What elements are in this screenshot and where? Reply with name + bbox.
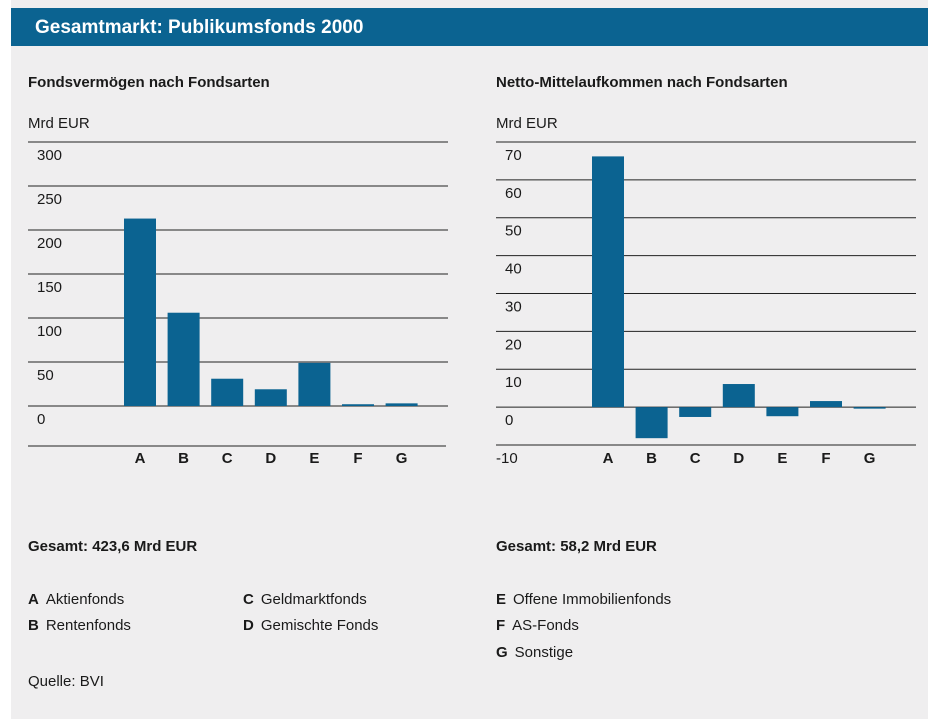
bar: [167, 312, 200, 406]
x-tick-label: D: [733, 450, 744, 467]
legend-name: Geldmarktfonds: [261, 591, 367, 608]
chart-title: Fondsvermögen nach Fondsarten: [28, 74, 270, 91]
x-tick-label: A: [603, 450, 614, 467]
bar: [810, 401, 842, 408]
x-tick-label: A: [135, 450, 146, 467]
bar: [679, 407, 712, 417]
bar: [853, 407, 886, 409]
bar: [211, 378, 244, 406]
y-tick-label: -10: [496, 450, 518, 467]
legend-letter: A: [28, 591, 39, 608]
y-tick-label: 100: [37, 323, 62, 340]
legend-entry: B Rentenfonds: [28, 617, 131, 634]
x-tick-label: F: [821, 450, 830, 467]
x-tick-label: G: [864, 450, 876, 467]
x-tick-label: C: [690, 450, 701, 467]
legend-entry: D Gemischte Fonds: [243, 617, 378, 634]
y-tick-label: 50: [37, 367, 54, 384]
header-banner: [11, 8, 928, 46]
legend-entry: F AS-Fonds: [496, 617, 579, 634]
legend-entry: C Geldmarktfonds: [243, 591, 367, 608]
legend-name: AS-Fonds: [512, 617, 579, 634]
legend-name: Sonstige: [515, 644, 573, 661]
x-tick-label: E: [309, 450, 319, 467]
y-tick-label: 0: [505, 412, 513, 429]
y-tick-label: 20: [505, 336, 522, 353]
x-tick-label: C: [222, 450, 233, 467]
bar: [722, 384, 755, 408]
x-tick-label: E: [777, 450, 787, 467]
background: [11, 0, 928, 719]
bar: [342, 404, 374, 406]
y-tick-label: 60: [505, 185, 522, 202]
bar: [385, 403, 418, 406]
bar: [592, 156, 624, 408]
bar: [298, 362, 331, 406]
legend-name: Rentenfonds: [46, 617, 131, 634]
legend-letter: E: [496, 591, 506, 608]
bar: [254, 389, 287, 406]
y-tick-label: 0: [37, 411, 45, 428]
legend-letter: B: [28, 617, 39, 634]
legend-entry: G Sonstige: [496, 644, 573, 661]
x-tick-label: G: [396, 450, 408, 467]
y-tick-label: 150: [37, 279, 62, 296]
y-tick-label: 50: [505, 223, 522, 240]
legend-letter: D: [243, 617, 254, 634]
legend-name: Gemischte Fonds: [261, 617, 379, 634]
x-tick-label: F: [353, 450, 362, 467]
bar: [766, 407, 799, 417]
bar: [124, 218, 156, 406]
y-tick-label: 10: [505, 374, 522, 391]
y-axis-label: Mrd EUR: [496, 115, 558, 132]
legend-name: Offene Immobilienfonds: [513, 591, 671, 608]
legend-name: Aktienfonds: [46, 591, 124, 608]
chart-title: Netto-Mittelaufkommen nach Fondsarten: [496, 74, 788, 91]
legend-letter: C: [243, 591, 254, 608]
legend-entry: E Offene Immobilienfonds: [496, 591, 671, 608]
y-tick-label: 300: [37, 147, 62, 164]
source: Quelle: BVI: [28, 673, 104, 690]
x-tick-label: B: [646, 450, 657, 467]
legend-letter: G: [496, 644, 508, 661]
x-tick-label: D: [265, 450, 276, 467]
y-tick-label: 30: [505, 298, 522, 315]
legend-letter: F: [496, 617, 505, 634]
y-axis-label: Mrd EUR: [28, 115, 90, 132]
total: Gesamt: 423,6 Mrd EUR: [28, 538, 197, 555]
y-tick-label: 250: [37, 191, 62, 208]
y-tick-label: 200: [37, 235, 62, 252]
total: Gesamt: 58,2 Mrd EUR: [496, 538, 657, 555]
y-tick-label: 70: [505, 147, 522, 164]
legend-entry: A Aktienfonds: [28, 591, 124, 608]
bar: [635, 407, 668, 439]
y-tick-label: 40: [505, 261, 522, 278]
page-title: Gesamtmarkt: Publikumsfonds 2000: [35, 17, 363, 38]
x-tick-label: B: [178, 450, 189, 467]
